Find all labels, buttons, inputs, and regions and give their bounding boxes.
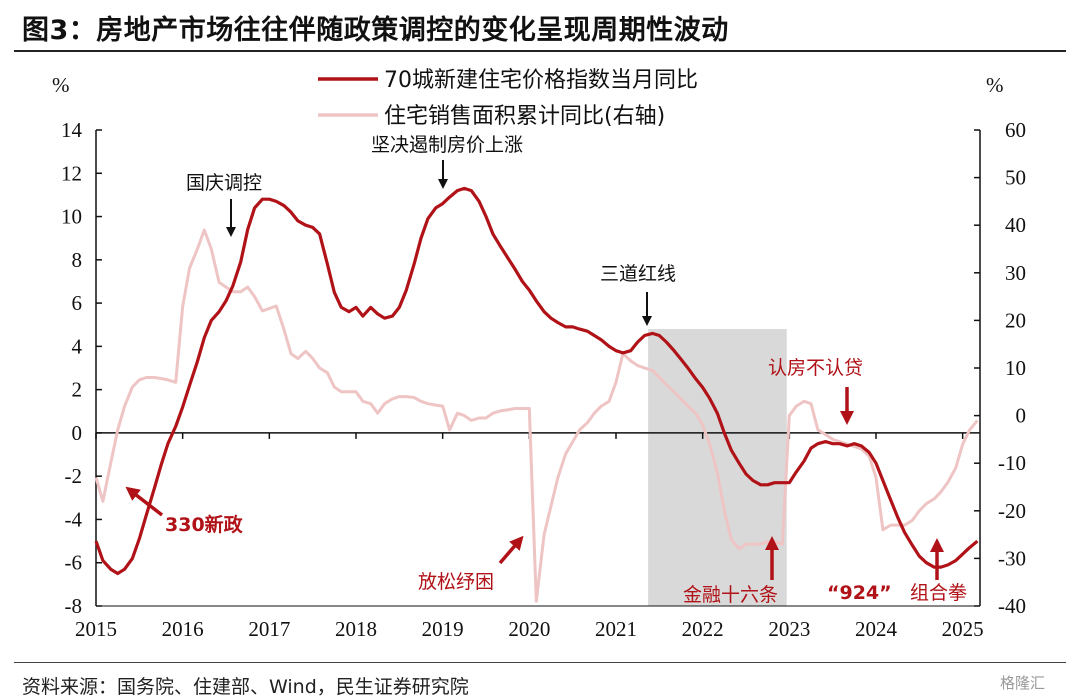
right-tick-label: 30 xyxy=(1005,261,1026,285)
x-tick-label: 2022 xyxy=(682,617,724,641)
x-tick-label: 2025 xyxy=(942,617,984,641)
x-tick-label: 2020 xyxy=(508,617,550,641)
x-tick-label: 2024 xyxy=(855,617,898,641)
left-tick-label: 14 xyxy=(61,118,83,142)
left-tick-label: 4 xyxy=(72,334,83,358)
title-rule xyxy=(14,50,1066,52)
annotation-renfang-label: 认房不认贷 xyxy=(768,357,863,379)
annotation-fangsong-arrow xyxy=(498,535,524,565)
chart-title: 图3：房地产市场往往伴随政策调控的变化呈现周期性波动 xyxy=(22,15,729,46)
x-tick-label: 2023 xyxy=(768,617,810,641)
annotation-330-arrow xyxy=(125,486,164,517)
left-tick-label: 0 xyxy=(72,421,83,445)
left-tick-label: 8 xyxy=(72,248,83,272)
right-tick-label: -10 xyxy=(998,451,1026,475)
series-residential-sales-area-line xyxy=(94,228,979,603)
left-tick-label: 10 xyxy=(61,205,82,229)
source-note: 资料来源：国务院、住建部、Wind，民生证券研究院 xyxy=(22,676,469,698)
left-tick-label: 2 xyxy=(72,378,83,402)
annotation-330-label: 330新政 xyxy=(165,513,244,536)
annotation-fangsong-label: 放松纾困 xyxy=(418,571,494,593)
right-tick-label: 40 xyxy=(1005,213,1026,237)
right-tick-label: 60 xyxy=(1005,118,1026,142)
left-tick-label: 6 xyxy=(72,291,83,315)
right-y-axis: 60 50 40 30 20 10 0 -10 -20 -30 -40 xyxy=(974,118,1026,618)
annotation-jianjue-label: 坚决遏制房价上涨 xyxy=(371,134,523,156)
annotation-sandao-label: 三道红线 xyxy=(600,263,676,285)
annotation-924-quote-label: “924” xyxy=(827,582,892,604)
right-axis-unit: % xyxy=(986,73,1004,97)
left-axis-unit: % xyxy=(52,73,70,97)
annotation-guoqing-label: 国庆调控 xyxy=(186,172,262,194)
x-tick-label: 2015 xyxy=(75,617,117,641)
annotations: 国庆调控 坚决遏制房价上涨 三道红线 330新政 放松纾困 金融十六条 认房不认… xyxy=(125,134,967,606)
annotation-jinrong-label: 金融十六条 xyxy=(683,584,778,606)
x-tick-label: 2021 xyxy=(595,617,637,641)
left-tick-label: -8 xyxy=(65,594,83,618)
left-y-axis: 14 12 10 8 6 4 2 0 -2 -4 -6 -8 xyxy=(61,118,102,618)
right-tick-label: 50 xyxy=(1005,166,1026,190)
left-tick-label: 12 xyxy=(61,161,82,185)
x-tick-label: 2016 xyxy=(162,617,204,641)
legend-label-primary: 70城新建住宅价格指数当月同比 xyxy=(384,68,698,93)
right-tick-label: -40 xyxy=(998,594,1026,618)
left-tick-label: -6 xyxy=(65,551,83,575)
legend-label-secondary: 住宅销售面积累计同比(右轴) xyxy=(384,104,665,129)
annotation-924-combo-label: 组合拳 xyxy=(910,582,967,604)
x-tick-label: 2019 xyxy=(422,617,464,641)
x-tick-label: 2018 xyxy=(335,617,377,641)
right-tick-label: 0 xyxy=(1016,404,1027,428)
x-tick-label: 2017 xyxy=(248,617,290,641)
x-axis: 2015 2016 2017 2018 2019 2020 2021 2022 2023 2024… xyxy=(75,432,984,641)
series-70-city-price-index-line xyxy=(94,186,979,576)
left-tick-label: -4 xyxy=(65,507,83,531)
right-tick-label: -30 xyxy=(998,546,1026,570)
right-tick-label: -20 xyxy=(998,499,1026,523)
watermark: 格隆汇 xyxy=(1000,674,1046,692)
source-rule xyxy=(14,662,1066,663)
left-tick-label: -2 xyxy=(65,464,83,488)
right-tick-label: 20 xyxy=(1005,308,1026,332)
legend: 70城新建住宅价格指数当月同比 住宅销售面积累计同比(右轴) xyxy=(318,68,698,129)
right-tick-label: 10 xyxy=(1005,356,1026,380)
